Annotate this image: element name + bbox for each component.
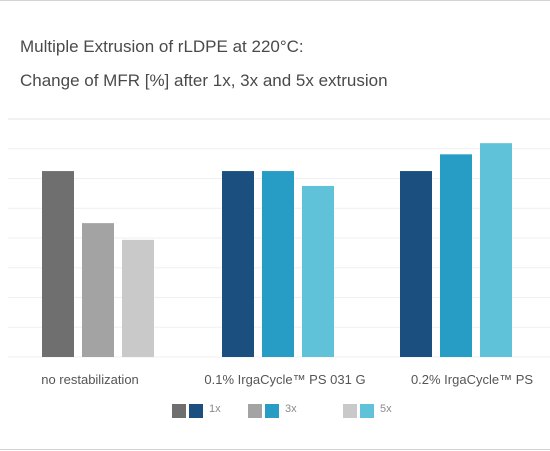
bar-5x-0 [122,239,154,357]
bar-3x-2 [440,154,472,357]
legend-label: 3x [285,403,297,415]
bar-5x-2 [480,143,512,357]
legend-label: 5x [380,403,392,415]
legend-swatch-blue [265,404,279,418]
bar-3x-1 [262,171,294,357]
chart-title: Multiple Extrusion of rLDPE at 220°C: [20,37,304,56]
legend-label: 1x [209,403,221,415]
category-label: no restabilization [41,372,139,387]
chart-subtitle: Change of MFR [%] after 1x, 3x and 5x ex… [20,71,388,90]
bar-1x-0 [42,171,74,357]
legend-swatch-grey [248,404,262,418]
category-label: 0.1% IrgaCycle™ PS 031 G [204,372,365,387]
bar-3x-0 [82,223,114,357]
category-label: 0.2% IrgaCycle™ PS [411,372,533,387]
legend-swatch-blue [189,404,203,418]
legend-swatch-grey [343,404,357,418]
legend-swatch-grey [172,404,186,418]
bar-1x-2 [400,171,432,357]
bar-1x-1 [222,171,254,357]
bar-5x-1 [302,185,334,357]
chart-legend: 1x 3x 5x [0,399,550,423]
legend-swatch-blue [360,404,374,418]
